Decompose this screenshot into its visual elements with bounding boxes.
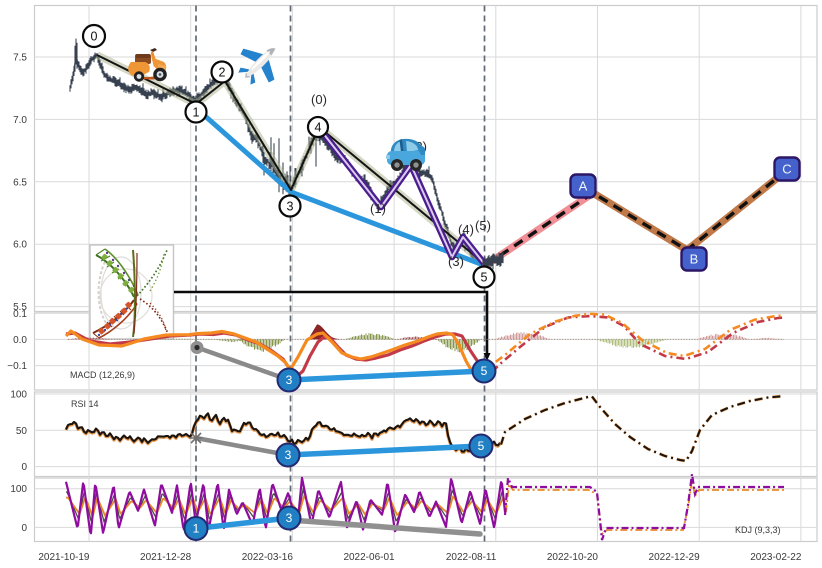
svg-text:0.1: 0.1 bbox=[13, 309, 27, 320]
svg-text:2: 2 bbox=[219, 66, 226, 80]
svg-text:0.0: 0.0 bbox=[13, 335, 27, 346]
svg-text:100: 100 bbox=[10, 484, 27, 495]
svg-text:A: A bbox=[579, 179, 588, 194]
svg-text:4: 4 bbox=[315, 121, 322, 135]
svg-text:(3): (3) bbox=[448, 254, 464, 269]
svg-text:−0.1: −0.1 bbox=[7, 361, 27, 372]
svg-text:5: 5 bbox=[481, 364, 488, 378]
svg-text:5: 5 bbox=[478, 439, 485, 453]
svg-text:(0): (0) bbox=[311, 92, 327, 107]
svg-text:2022-08-11: 2022-08-11 bbox=[446, 552, 497, 563]
svg-text:1: 1 bbox=[193, 106, 200, 120]
svg-text:2022-12-29: 2022-12-29 bbox=[649, 552, 701, 563]
svg-text:5.5: 5.5 bbox=[13, 302, 27, 313]
svg-text:2021-12-28: 2021-12-28 bbox=[140, 552, 192, 563]
svg-text:6.5: 6.5 bbox=[13, 177, 27, 188]
svg-text:100: 100 bbox=[10, 390, 27, 401]
svg-text:(1): (1) bbox=[370, 201, 386, 216]
svg-text:0: 0 bbox=[91, 30, 98, 44]
svg-text:2021-10-19: 2021-10-19 bbox=[38, 552, 90, 563]
svg-text:3: 3 bbox=[286, 373, 293, 387]
svg-text:3: 3 bbox=[285, 448, 292, 462]
svg-text:6.0: 6.0 bbox=[13, 240, 27, 251]
svg-text:7.0: 7.0 bbox=[13, 115, 27, 126]
svg-text:5: 5 bbox=[481, 271, 488, 285]
svg-text:0: 0 bbox=[21, 523, 27, 534]
svg-text:C: C bbox=[782, 162, 791, 177]
svg-text:2022-06-01: 2022-06-01 bbox=[343, 552, 395, 563]
svg-text:KDJ (9,3,3): KDJ (9,3,3) bbox=[735, 525, 781, 535]
svg-text:(5): (5) bbox=[475, 218, 491, 233]
svg-text:7.5: 7.5 bbox=[13, 53, 27, 64]
svg-text:0: 0 bbox=[21, 462, 27, 473]
svg-text:1: 1 bbox=[193, 522, 200, 536]
svg-text:3: 3 bbox=[286, 511, 293, 525]
svg-text:2023-02-22: 2023-02-22 bbox=[750, 552, 802, 563]
svg-text:(4): (4) bbox=[458, 222, 474, 237]
svg-text:MACD (12,26,9): MACD (12,26,9) bbox=[70, 370, 135, 380]
svg-text:B: B bbox=[690, 252, 699, 267]
svg-text:2022-10-20: 2022-10-20 bbox=[547, 552, 599, 563]
svg-text:RSI 14: RSI 14 bbox=[71, 399, 99, 409]
svg-text:2022-03-16: 2022-03-16 bbox=[242, 552, 294, 563]
svg-text:3: 3 bbox=[287, 200, 294, 214]
svg-text:50: 50 bbox=[16, 426, 28, 437]
